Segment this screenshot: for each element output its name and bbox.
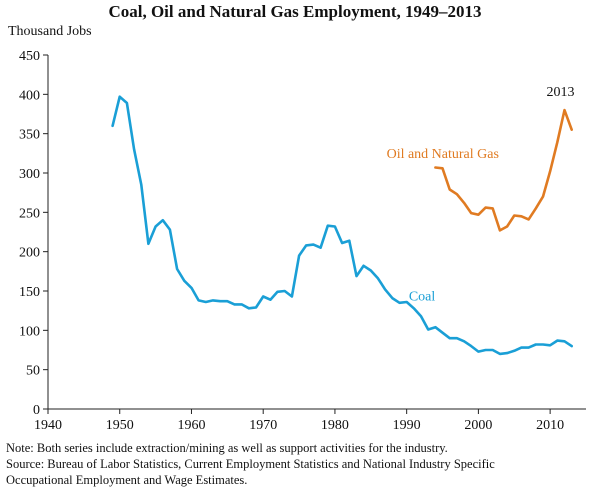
y-tick-label: 300 — [19, 167, 40, 182]
y-tick-label: 250 — [19, 206, 40, 221]
line-chart: 0 50 100 150 200 250 300 350 400 450 1940 1950 1960 1… — [19, 49, 586, 433]
y-tick-label: 0 — [33, 403, 40, 418]
annotation-2013: 2013 — [546, 85, 574, 100]
x-tick-label: 2010 — [536, 418, 564, 433]
chart-notes: Note: Both series include extraction/min… — [6, 440, 586, 488]
oil-series-label: Oil and Natural Gas — [387, 147, 499, 162]
y-tick-label: 150 — [19, 285, 40, 300]
x-tick-label: 2000 — [464, 418, 492, 433]
y-tick-label: 450 — [19, 49, 40, 64]
series-line-oil-and-natural-gas — [434, 108, 574, 232]
note-text: Note: Both series include extraction/min… — [6, 441, 448, 455]
series-line-coal — [111, 95, 574, 356]
coal-series-label: Coal — [409, 289, 436, 304]
x-tick-label: 1950 — [106, 418, 134, 433]
x-tick-label: 1970 — [249, 418, 277, 433]
y-tick-label: 350 — [19, 128, 40, 143]
x-tick-label: 1980 — [321, 418, 349, 433]
source-text-line1: Source: Bureau of Labor Statistics, Curr… — [6, 457, 495, 471]
chart-title: Coal, Oil and Natural Gas Employment, 19… — [108, 2, 482, 21]
x-tick-label: 1990 — [393, 418, 421, 433]
y-tick-label: 400 — [19, 88, 40, 103]
y-tick-label: 100 — [19, 324, 40, 339]
y-axis-label: Thousand Jobs — [8, 24, 92, 39]
y-tick-label: 50 — [26, 364, 40, 379]
x-tick-label: 1940 — [34, 418, 62, 433]
source-text-line2: Occupational Employment and Wage Estimat… — [6, 473, 248, 487]
y-tick-label: 200 — [19, 246, 40, 261]
x-tick-label: 1960 — [177, 418, 205, 433]
